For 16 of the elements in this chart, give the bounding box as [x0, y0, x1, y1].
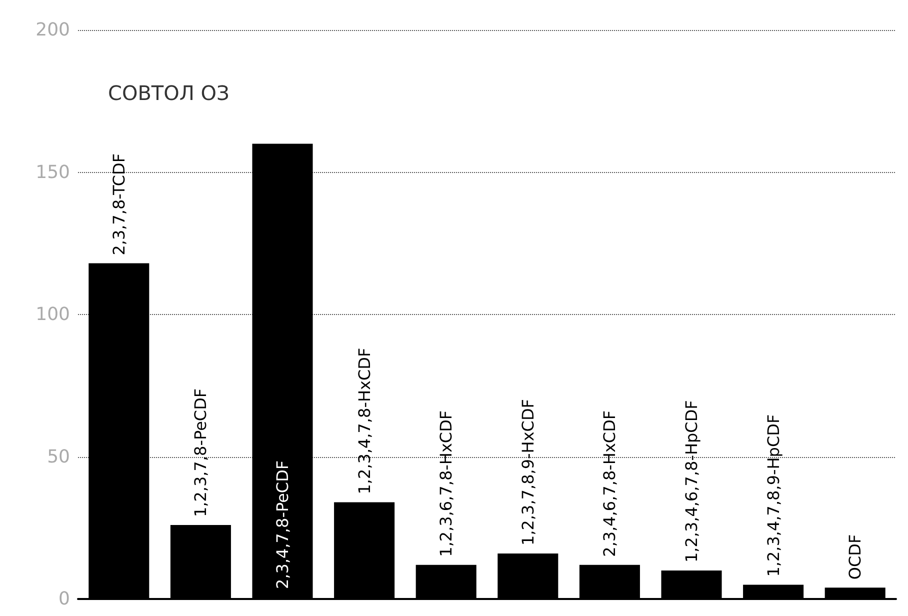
text: СОВТОЛ ОЗ [108, 81, 230, 105]
x-tick-label: 1,2,3,4,7,8,9-HpCDF [764, 414, 783, 577]
y-tick-label: 50 [47, 446, 70, 468]
x-tick-label: 1,2,3,4,6,7,8-HpCDF [682, 400, 701, 563]
y-tick-label: 150 [36, 162, 70, 183]
x-tick-label: 1,2,3,7,8,9-HxCDF [518, 398, 538, 546]
y-tick-label: 100 [36, 304, 70, 325]
x-tick-label: 1,2,3,6,7,8-HxCDF [436, 410, 456, 557]
y-tick-label: 200 [36, 20, 70, 40]
x-tick-label: 2,3,4,6,7,8-HxCDF [600, 410, 620, 557]
x-tick-label: OCDF [846, 534, 865, 580]
x-tick-label: 2,3,4,7,8-PeCDF [273, 460, 292, 589]
x-tick-label: 2,3,7,8-TCDF [109, 153, 128, 256]
x-tick-label: 1,2,3,7,8-PeCDF [191, 388, 210, 518]
y-tick-label: 0 [58, 588, 70, 610]
x-tick-label: 1,2,3,4,7,8-HxCDF [354, 348, 374, 494]
